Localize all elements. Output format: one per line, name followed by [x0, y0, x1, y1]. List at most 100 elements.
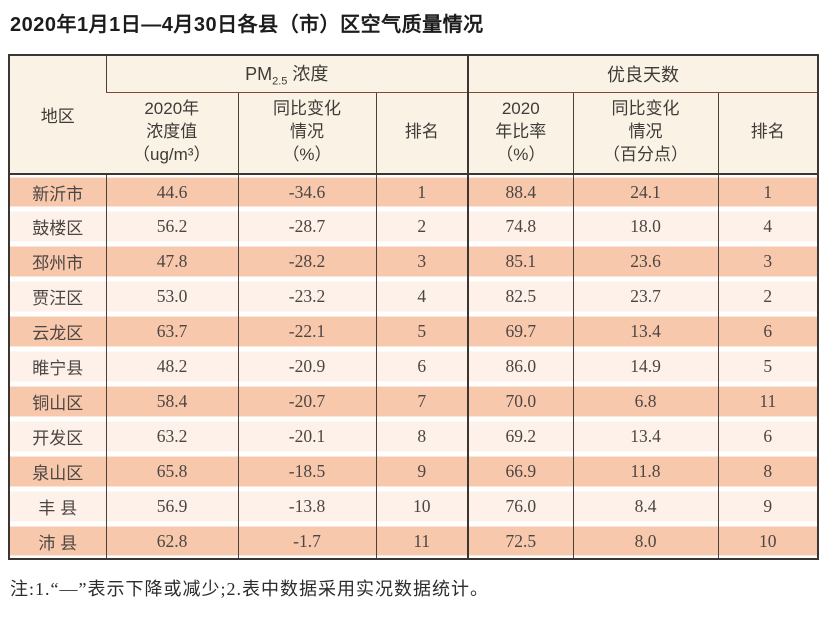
cell-pm-value: 62.8: [105, 524, 238, 559]
cell-pm-rank: 1: [375, 174, 469, 209]
cell-pm-change: -20.9: [237, 349, 376, 384]
cell-region: 泉山区: [9, 454, 106, 489]
cell-good-ratio: 72.5: [467, 524, 574, 559]
table-header: 地区 PM2.5 浓度 优良天数 2020年 浓度值 （ug/m³） 同比变化 …: [9, 55, 819, 174]
pm-label: PM: [245, 63, 273, 84]
cell-pm-change: -22.1: [237, 314, 376, 349]
cell-good-ratio: 70.0: [467, 384, 574, 419]
cell-good-rank: 3: [717, 244, 819, 279]
cell-region: 铜山区: [9, 384, 106, 419]
header-good-change: 同比变化 情况 （百分点）: [572, 92, 719, 174]
cell-pm-value: 56.2: [105, 209, 238, 244]
table-row: 铜山区 58.4 -20.7 7 70.0 6.8 11: [9, 384, 819, 419]
cell-region: 新沂市: [9, 174, 106, 209]
cell-pm-value: 58.4: [105, 384, 238, 419]
table-row: 沛 县 62.8 -1.7 11 72.5 8.0 10: [9, 524, 819, 559]
cell-good-change: 13.4: [572, 419, 719, 454]
air-quality-table: 地区 PM2.5 浓度 优良天数 2020年 浓度值 （ug/m³） 同比变化 …: [8, 54, 820, 560]
header-good-rank: 排名: [717, 92, 819, 174]
cell-good-change: 6.8: [572, 384, 719, 419]
cell-good-rank: 2: [717, 279, 819, 314]
table-row: 鼓楼区 56.2 -28.7 2 74.8 18.0 4: [9, 209, 819, 244]
cell-good-rank: 5: [717, 349, 819, 384]
cell-pm-rank: 10: [375, 489, 469, 524]
cell-pm-rank: 11: [375, 524, 469, 559]
cell-good-rank: 6: [717, 419, 819, 454]
page-title: 2020年1月1日—4月30日各县（市）区空气质量情况: [10, 14, 484, 36]
cell-good-rank: 4: [717, 209, 819, 244]
cell-pm-change: -1.7: [237, 524, 376, 559]
table-row: 云龙区 63.7 -22.1 5 69.7 13.4 6: [9, 314, 819, 349]
cell-pm-rank: 9: [375, 454, 469, 489]
cell-region: 云龙区: [9, 314, 106, 349]
header-good-ratio: 2020 年比率 （%）: [467, 92, 574, 174]
cell-good-rank: 10: [717, 524, 819, 559]
cell-pm-value: 63.7: [105, 314, 238, 349]
header-pm-rank: 排名: [375, 92, 469, 174]
cell-good-ratio: 66.9: [467, 454, 574, 489]
table-row: 泉山区 65.8 -18.5 9 66.9 11.8 8: [9, 454, 819, 489]
cell-region: 开发区: [9, 419, 106, 454]
cell-good-change: 8.4: [572, 489, 719, 524]
cell-pm-value: 48.2: [105, 349, 238, 384]
cell-pm-rank: 2: [375, 209, 469, 244]
table-row: 新沂市 44.6 -34.6 1 88.4 24.1 1: [9, 174, 819, 209]
cell-pm-change: -28.7: [237, 209, 376, 244]
cell-pm-value: 44.6: [105, 174, 238, 209]
cell-region: 沛 县: [9, 524, 106, 559]
cell-region: 睢宁县: [9, 349, 106, 384]
cell-good-change: 18.0: [572, 209, 719, 244]
header-sub-row: 2020年 浓度值 （ug/m³） 同比变化 情况 （%） 排名 2020 年比…: [9, 92, 819, 174]
cell-pm-change: -18.5: [237, 454, 376, 489]
cell-good-ratio: 69.7: [467, 314, 574, 349]
cell-good-change: 14.9: [572, 349, 719, 384]
cell-good-ratio: 69.2: [467, 419, 574, 454]
header-region: 地区: [9, 55, 106, 174]
header-pm-value: 2020年 浓度值 （ug/m³）: [106, 92, 238, 174]
cell-good-ratio: 76.0: [467, 489, 574, 524]
cell-good-ratio: 86.0: [467, 349, 574, 384]
cell-good-change: 23.6: [572, 244, 719, 279]
cell-good-ratio: 82.5: [467, 279, 574, 314]
cell-good-rank: 11: [717, 384, 819, 419]
header-pm25-group: PM2.5 浓度: [105, 55, 469, 93]
cell-pm-rank: 6: [375, 349, 469, 384]
cell-region: 贾汪区: [9, 279, 106, 314]
cell-pm-rank: 8: [375, 419, 469, 454]
cell-good-change: 23.7: [572, 279, 719, 314]
cell-good-ratio: 85.1: [467, 244, 574, 279]
cell-pm-change: -20.1: [237, 419, 376, 454]
table-row: 丰 县 56.9 -13.8 10 76.0 8.4 9: [9, 489, 819, 524]
cell-pm-rank: 5: [375, 314, 469, 349]
table-row: 开发区 63.2 -20.1 8 69.2 13.4 6: [9, 419, 819, 454]
cell-pm-rank: 7: [375, 384, 469, 419]
cell-pm-change: -20.7: [237, 384, 376, 419]
cell-pm-rank: 4: [375, 279, 469, 314]
cell-good-rank: 1: [717, 174, 819, 209]
header-group-row: 地区 PM2.5 浓度 优良天数: [9, 55, 819, 174]
cell-region: 丰 县: [9, 489, 106, 524]
cell-good-change: 8.0: [572, 524, 719, 559]
header-pm-change: 同比变化 情况 （%）: [237, 92, 376, 174]
cell-pm-change: -28.2: [237, 244, 376, 279]
cell-pm-value: 56.9: [105, 489, 238, 524]
cell-pm-value: 63.2: [105, 419, 238, 454]
footnote: 注:1.“—”表示下降或减少;2.表中数据采用实况数据统计。: [10, 579, 489, 599]
cell-region: 邳州市: [9, 244, 106, 279]
pm-subscript: 2.5: [272, 75, 288, 88]
cell-good-ratio: 74.8: [467, 209, 574, 244]
cell-pm-change: -23.2: [237, 279, 376, 314]
table-body: 新沂市 44.6 -34.6 1 88.4 24.1 1 鼓楼区 56.2 -2…: [9, 174, 819, 559]
cell-good-rank: 9: [717, 489, 819, 524]
cell-good-change: 24.1: [572, 174, 719, 209]
cell-good-change: 13.4: [572, 314, 719, 349]
cell-region: 鼓楼区: [9, 209, 106, 244]
table-row: 贾汪区 53.0 -23.2 4 82.5 23.7 2: [9, 279, 819, 314]
cell-pm-value: 53.0: [105, 279, 238, 314]
header-good-days-group: 优良天数: [467, 55, 819, 93]
table-row: 睢宁县 48.2 -20.9 6 86.0 14.9 5: [9, 349, 819, 384]
cell-pm-value: 47.8: [105, 244, 238, 279]
cell-good-rank: 8: [717, 454, 819, 489]
cell-good-rank: 6: [717, 314, 819, 349]
cell-pm-rank: 3: [375, 244, 469, 279]
